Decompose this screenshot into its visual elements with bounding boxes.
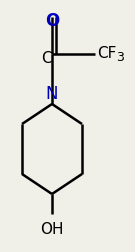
Text: OH: OH [40,221,64,236]
Text: CF: CF [97,45,116,60]
Text: N: N [46,85,58,103]
Text: C: C [41,50,52,65]
Text: 3: 3 [116,50,124,63]
Text: O: O [45,12,59,30]
